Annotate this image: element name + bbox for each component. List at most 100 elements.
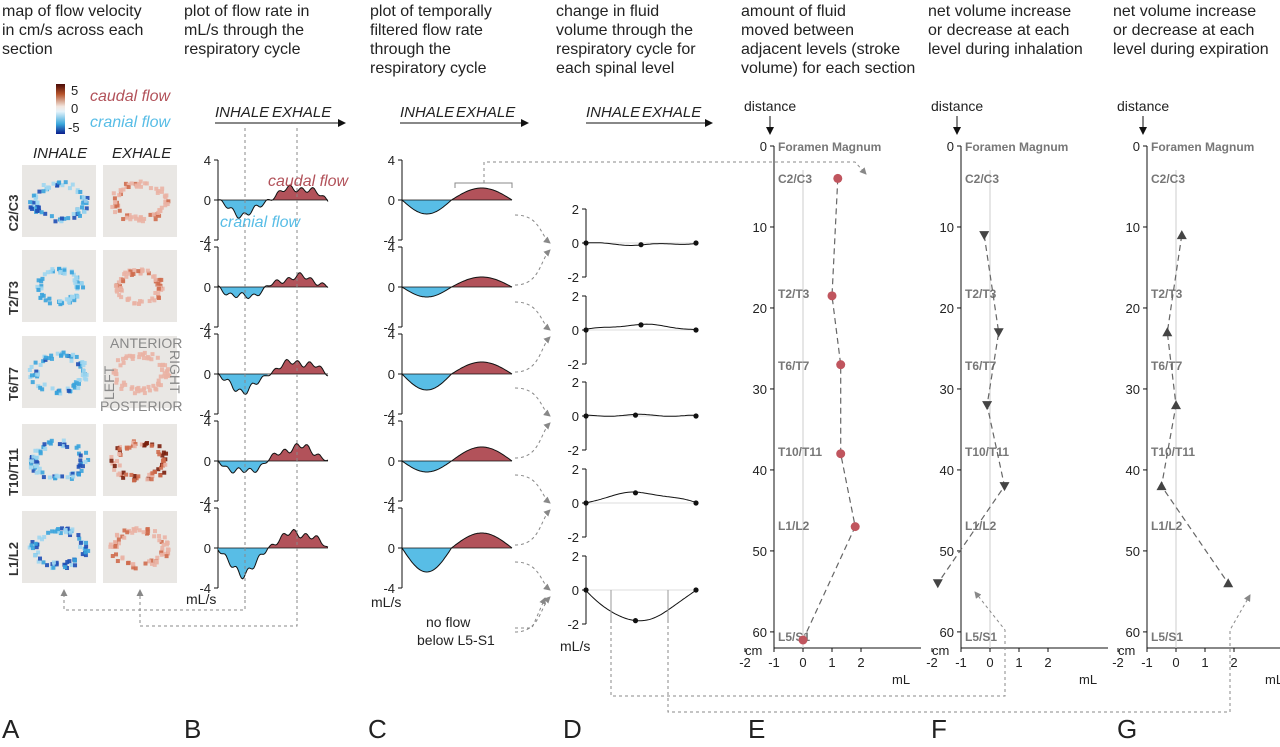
velocity-pixel	[76, 362, 81, 367]
velocity-pixel	[49, 214, 54, 219]
volume-point	[693, 500, 699, 506]
d-to-f-arrow	[610, 591, 1006, 697]
velocity-pixel	[159, 539, 164, 544]
velocity-pixel	[79, 281, 84, 286]
x-tick-label: 1	[828, 655, 835, 670]
panel-g-title-line: or decrease at each	[1113, 22, 1254, 39]
velocity-pixel	[164, 542, 169, 547]
velocity-pixel	[55, 351, 60, 356]
velocity-pixel	[74, 275, 79, 280]
velocity-pixel	[134, 216, 139, 221]
velocity-pixel	[127, 213, 132, 218]
velocity-pixel	[161, 463, 166, 468]
velocity-pixel	[121, 360, 126, 365]
velocity-pixel	[30, 206, 35, 211]
flow-curve	[217, 528, 329, 580]
level-label: T6/T7	[6, 367, 21, 401]
c-to-d-arrow	[514, 474, 551, 504]
velocity-pixel	[159, 277, 164, 282]
velocity-pixel	[29, 543, 34, 548]
y-tick-label: -2	[567, 357, 579, 372]
velocity-pixel	[78, 364, 83, 369]
column-header-exhale: EXHALE	[112, 145, 172, 162]
velocity-pixel	[116, 537, 121, 542]
velocity-pixel	[131, 440, 136, 445]
volume-point	[632, 412, 639, 418]
velocity-pixel	[145, 268, 150, 273]
velocity-pixel	[51, 565, 56, 570]
orientation-labels: ANTERIOR POSTERIOR LEFT RIGHT	[100, 335, 183, 414]
cranial-flow-area	[218, 200, 268, 219]
velocity-pixel	[36, 278, 41, 283]
y-tick-label: 0	[204, 454, 211, 469]
velocity-pixel	[60, 301, 65, 306]
velocity-pixel	[60, 474, 65, 479]
y-tick-label: 0	[204, 541, 211, 556]
velocity-pixel	[84, 201, 89, 206]
caudal-flow-area	[267, 359, 328, 374]
velocity-pixel	[41, 359, 46, 364]
velocity-pixel	[157, 444, 162, 449]
panel-d-title: change in fluid volume through the respi…	[556, 3, 696, 77]
velocity-pixel	[147, 388, 152, 393]
caudal-flow-area	[451, 362, 512, 374]
velocity-pixel	[117, 471, 122, 476]
velocity-pixel	[62, 216, 67, 221]
x-tick-label: 0	[799, 655, 806, 670]
velocity-pixel	[65, 560, 70, 565]
velocity-pixel	[127, 445, 132, 450]
colorbar-gradient	[56, 84, 65, 134]
velocity-pixel	[140, 268, 145, 273]
velocity-pixel	[47, 185, 52, 190]
velocity-pixel	[37, 466, 42, 471]
volume-point	[638, 322, 644, 328]
x-tick-label: 0	[986, 655, 993, 670]
velocity-pixel	[110, 554, 115, 559]
velocity-pixel	[130, 562, 135, 567]
panel-b-phase-axis: INHALE EXHALE	[215, 104, 346, 127]
y-tick-label: 30	[940, 382, 954, 397]
velocity-pixel	[39, 284, 44, 289]
level-label: T10/T11	[965, 445, 1009, 459]
velocity-pixel	[127, 296, 132, 301]
panel-e-title-line: adjacent levels (stroke	[741, 41, 900, 58]
flow-curve	[401, 361, 513, 391]
orientation-right: RIGHT	[167, 350, 183, 394]
panel-c-title-line: filtered flow rate	[370, 22, 483, 39]
velocity-pixel	[76, 386, 81, 391]
velocity-pixel	[48, 441, 53, 446]
velocity-pixel	[138, 184, 143, 189]
velocity-pixel	[49, 438, 54, 443]
velocity-pixel	[108, 544, 113, 549]
cranial-flow-area	[218, 548, 268, 579]
velocity-pixel	[78, 458, 83, 463]
velocity-pixel	[134, 526, 139, 531]
velocity-pixel	[59, 353, 64, 358]
y-tick-label: 40	[753, 463, 767, 478]
net-volume-point	[1176, 230, 1187, 240]
flow-map-row: L1/L2	[6, 511, 177, 583]
velocity-pixel	[159, 205, 164, 210]
velocity-pixel	[83, 459, 88, 464]
velocity-pixel	[69, 358, 74, 363]
velocity-pixel	[117, 293, 122, 298]
panel-letter-c: C	[368, 714, 387, 744]
flow-maps: C2/C3 T2/T3 T6/T7 T10/T11 L1/L2	[6, 165, 177, 583]
velocity-pixel	[160, 545, 165, 550]
velocity-pixel	[112, 467, 117, 472]
velocity-pixel	[120, 556, 125, 561]
b-to-a-arrow	[60, 589, 246, 611]
velocity-pixel	[152, 469, 157, 474]
stroke-volume-profile: distance 0 10 20 30 40 50 60 cm-2 -1 0 1 2 mL Foramen …	[739, 98, 921, 687]
velocity-pixel	[65, 526, 70, 531]
cranial-flow-area	[402, 287, 452, 297]
velocity-pixel	[43, 357, 48, 362]
velocity-pixel	[35, 463, 40, 468]
velocity-pixel	[123, 382, 128, 387]
velocity-pixel	[156, 449, 161, 454]
flow-plot: 4 0 -4	[199, 240, 329, 335]
velocity-pixel	[53, 476, 58, 481]
stroke-volume-point	[798, 635, 808, 645]
colorbar-max: 5	[71, 83, 78, 98]
y-tick-label: 0	[204, 367, 211, 382]
